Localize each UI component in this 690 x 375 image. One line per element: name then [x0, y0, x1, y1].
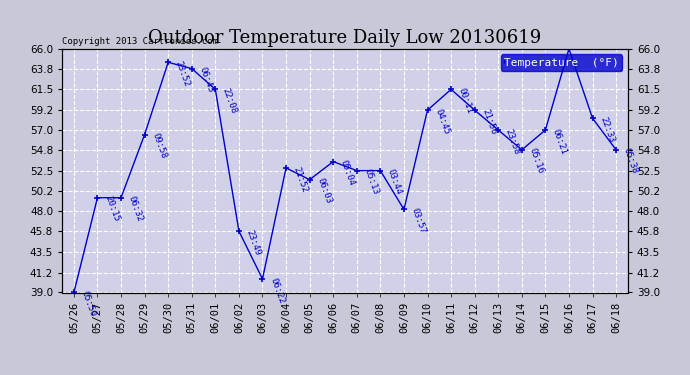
Text: 03:44: 03:44 [386, 168, 404, 196]
Title: Outdoor Temperature Daily Low 20130619: Outdoor Temperature Daily Low 20130619 [148, 29, 542, 47]
Text: 22:33: 22:33 [598, 116, 615, 144]
Text: 21:56: 21:56 [480, 107, 498, 136]
Text: 00:11: 00:11 [457, 87, 474, 115]
Text: 06:03: 06:03 [315, 177, 333, 205]
Text: 21:52: 21:52 [292, 165, 309, 194]
Text: 05:50: 05:50 [79, 290, 97, 318]
Legend: Temperature  (°F): Temperature (°F) [501, 54, 622, 71]
Text: 23:49: 23:49 [244, 228, 262, 256]
Text: 05:04: 05:04 [339, 159, 357, 187]
Text: 04:45: 04:45 [433, 107, 451, 136]
Text: 05:16: 05:16 [527, 147, 545, 176]
Text: 06:32: 06:32 [126, 195, 144, 223]
Text: 06:43: 06:43 [197, 66, 215, 94]
Text: Copyright 2013 Cartronics.com: Copyright 2013 Cartronics.com [62, 38, 218, 46]
Text: 09:58: 09:58 [150, 132, 168, 160]
Text: 06:22: 06:22 [268, 276, 286, 304]
Text: 05:13: 05:13 [362, 168, 380, 196]
Text: 20:15: 20:15 [103, 195, 121, 223]
Text: 22:08: 22:08 [221, 87, 239, 115]
Text: 23:52: 23:52 [174, 60, 191, 88]
Text: 03:57: 03:57 [409, 207, 427, 235]
Text: 23:58: 23:58 [504, 127, 522, 156]
Text: 05:38: 05:38 [622, 147, 640, 176]
Text: 06:21: 06:21 [551, 127, 569, 156]
